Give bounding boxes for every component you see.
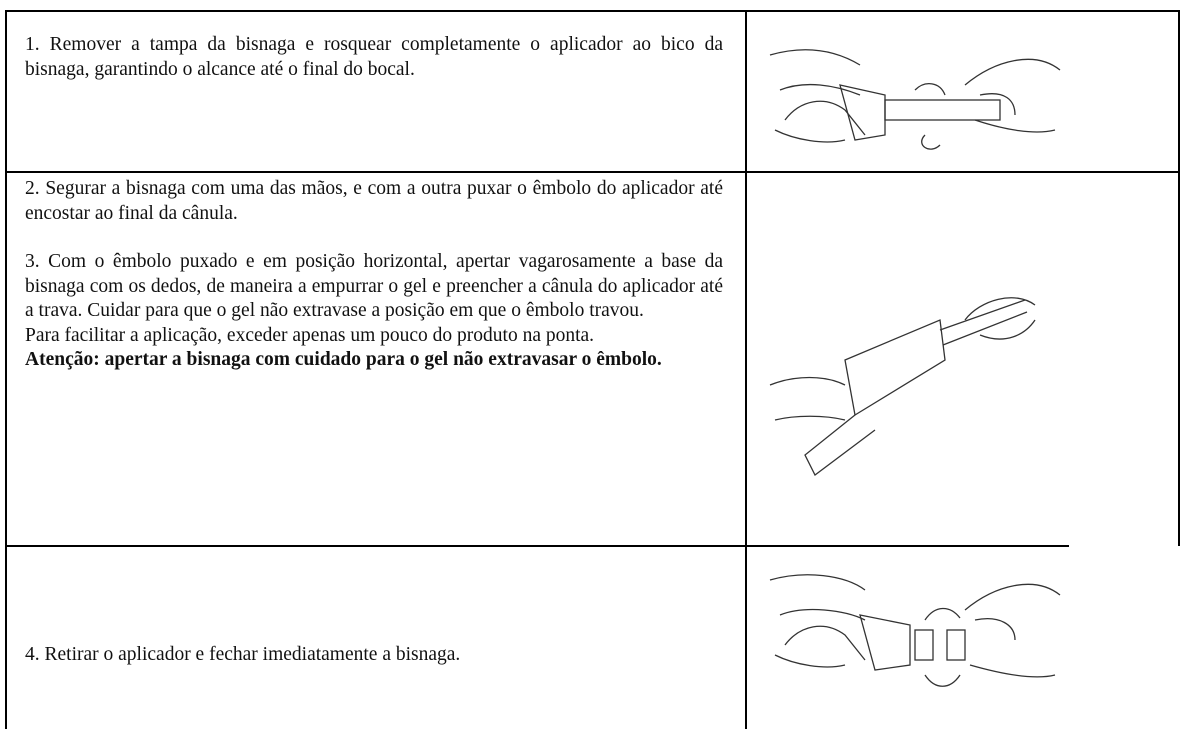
border xyxy=(745,10,747,729)
paragraph: Para facilitar a aplicação, exceder apen… xyxy=(25,324,595,346)
border xyxy=(1178,10,1180,546)
border xyxy=(5,10,1179,12)
illustration xyxy=(769,574,1061,687)
border xyxy=(5,171,1179,173)
paragraph: 3. Com o êmbolo puxado e em posição hori… xyxy=(25,251,723,321)
step-text: 2. Segurar a bisnaga com uma das mãos, e… xyxy=(25,177,723,373)
illustration xyxy=(769,49,1061,150)
illustration xyxy=(769,297,1036,476)
border xyxy=(5,10,7,729)
step-text: 1. Remover a tampa da bisnaga e rosquear… xyxy=(25,33,723,82)
paragraph: 1. Remover a tampa da bisnaga e rosquear… xyxy=(25,34,723,80)
step-text: 4. Retirar o aplicador e fechar imediata… xyxy=(25,643,723,668)
paragraph: 4. Retirar o aplicador e fechar imediata… xyxy=(25,644,461,665)
border xyxy=(5,545,1069,547)
paragraph: 2. Segurar a bisnaga com uma das mãos, e… xyxy=(25,178,723,224)
warning: Atenção: apertar a bisnaga com cuidado p… xyxy=(25,349,662,370)
